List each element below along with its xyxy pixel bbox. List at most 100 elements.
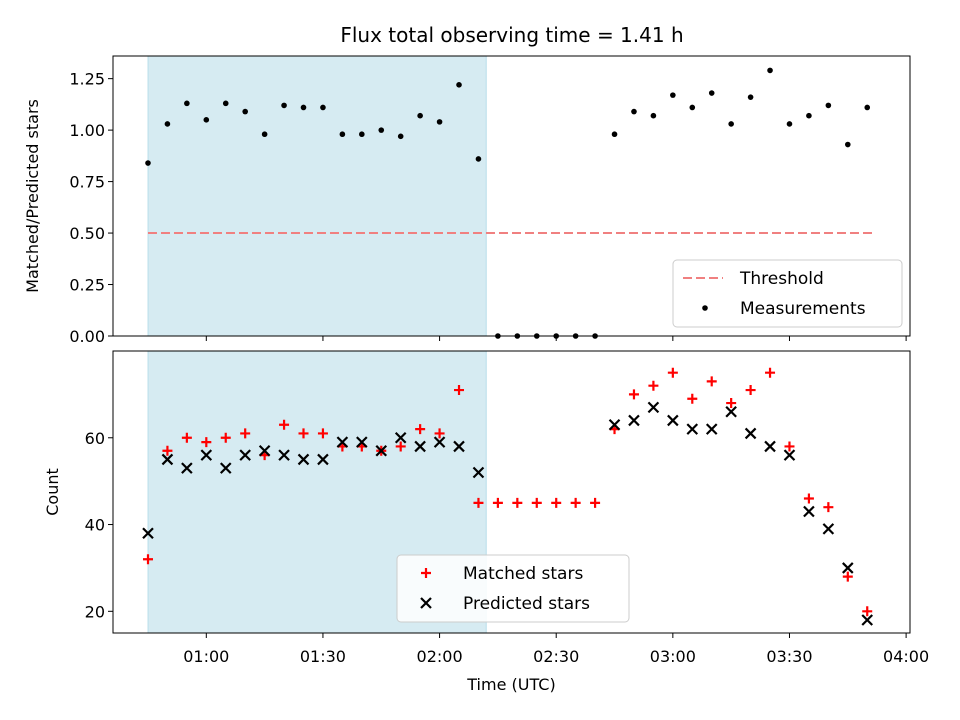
legend-matched-swatch	[421, 568, 431, 578]
predicted-star-point	[842, 562, 854, 574]
measurement-point	[397, 133, 404, 140]
measurement-point	[844, 141, 851, 148]
x-tick-label: 02:30	[533, 647, 579, 666]
matched-star-point	[784, 441, 795, 452]
matched-star-point	[473, 497, 484, 508]
matched-star-point	[220, 432, 231, 443]
measurement-point	[708, 90, 715, 96]
matched-star-point	[240, 428, 251, 439]
x-tick-label: 04:00	[883, 647, 929, 666]
top-axes-frame	[112, 55, 911, 337]
bottom-axes-frame	[112, 350, 911, 634]
top-x-ticks	[205, 336, 907, 341]
y-tick-label: 20	[85, 602, 105, 621]
x-tick-label: 03:30	[766, 647, 812, 666]
matched-star-point	[628, 389, 639, 400]
measurement-point	[728, 121, 734, 127]
top-y-axis-label: Matched/Predicted stars	[23, 99, 42, 293]
matched-star-point	[434, 428, 445, 439]
matched-star-point	[551, 497, 562, 508]
predicted-star-point	[744, 427, 757, 440]
y-tick-label: 0.75	[69, 173, 105, 192]
bottom-x-axis: 01:00 01:30 02:00 02:30 03:00 03:30 04:00	[183, 633, 929, 666]
predicted-star-point	[667, 414, 679, 427]
bottom-y-axis-label: Count	[43, 468, 62, 516]
predicted-star-point	[686, 423, 699, 435]
x-tick-label: 01:00	[183, 647, 229, 666]
measurement-point	[631, 108, 637, 115]
measurement-point	[456, 82, 462, 88]
measurement-point	[242, 108, 248, 115]
measurement-point	[281, 102, 287, 109]
matched-star-point	[512, 497, 523, 508]
measurement-point	[689, 104, 696, 111]
matched-star-point	[201, 437, 212, 448]
y-tick-label: 1.25	[69, 70, 105, 89]
x-axis-label: Time (UTC)	[466, 675, 555, 694]
matched-star-point	[823, 502, 834, 513]
measurement-point	[339, 131, 346, 138]
measurement-point	[806, 112, 812, 119]
x-tick-label: 02:00	[417, 647, 463, 666]
matched-star-point	[706, 376, 717, 387]
predicted-star-point	[278, 449, 290, 461]
shaded-interval	[147, 55, 487, 337]
y-tick-label: 60	[85, 429, 105, 448]
measurement-point	[378, 127, 385, 133]
matched-star-point	[395, 441, 406, 452]
measurement-point	[184, 100, 190, 107]
matched-star-point	[454, 385, 465, 396]
legend-measurement-swatch	[702, 305, 708, 311]
predicted-star-point	[161, 453, 174, 466]
matched-star-point	[317, 428, 328, 439]
chart-title: Flux total observing time = 1.41 h	[340, 23, 683, 47]
predicted-star-point	[181, 462, 193, 474]
predicted-star-point	[433, 436, 446, 448]
matched-star-point	[279, 419, 290, 430]
x-tick-label: 03:00	[650, 647, 696, 666]
y-tick-label: 0.25	[69, 276, 105, 295]
predicted-star-point	[822, 523, 835, 535]
matched-star-point	[765, 367, 776, 378]
matched-star-point	[687, 393, 698, 404]
measurement-point	[825, 102, 832, 109]
matched-star-point	[667, 367, 678, 378]
matched-star-point	[531, 497, 542, 508]
matched-star-point	[842, 571, 853, 582]
measurement-point	[164, 121, 171, 127]
predicted-star-point	[336, 436, 349, 448]
matched-star-point	[590, 497, 601, 508]
predicted-star-point	[764, 440, 776, 453]
measurement-point	[864, 104, 871, 111]
matched-star-point	[726, 398, 737, 409]
legend-predicted-swatch	[420, 597, 432, 609]
predicted-stars-series	[142, 401, 874, 626]
measurement-point	[670, 92, 676, 98]
bottom-y-axis: 20 40 60	[85, 429, 113, 621]
matched-star-point	[142, 554, 153, 565]
measurement-point	[145, 160, 151, 166]
legend-box	[396, 554, 630, 623]
predicted-star-point	[375, 445, 388, 457]
measurement-point	[203, 117, 210, 123]
predicted-star-point	[142, 527, 154, 539]
measurement-point	[611, 131, 618, 138]
predicted-star-point	[239, 449, 251, 461]
matched-star-point	[298, 428, 309, 439]
measurement-point	[222, 100, 229, 107]
top-legend: Threshold Measurements	[672, 259, 903, 328]
matched-star-point	[492, 497, 503, 508]
matched-star-point	[745, 385, 756, 396]
predicted-star-point	[705, 423, 718, 435]
matched-star-point	[181, 432, 192, 443]
matched-star-point	[570, 497, 581, 508]
measurement-point	[261, 131, 268, 138]
y-tick-label: 40	[85, 516, 105, 535]
predicted-star-point	[297, 453, 310, 466]
predicted-star-point	[628, 414, 640, 427]
measurements-series	[145, 67, 871, 339]
predicted-star-point	[803, 505, 815, 518]
y-tick-label: 0.00	[69, 327, 105, 346]
bottom-panel: 20 40 60 01:00 01:30 02:00 02:30 03:00 03:30 04:…	[43, 350, 929, 694]
